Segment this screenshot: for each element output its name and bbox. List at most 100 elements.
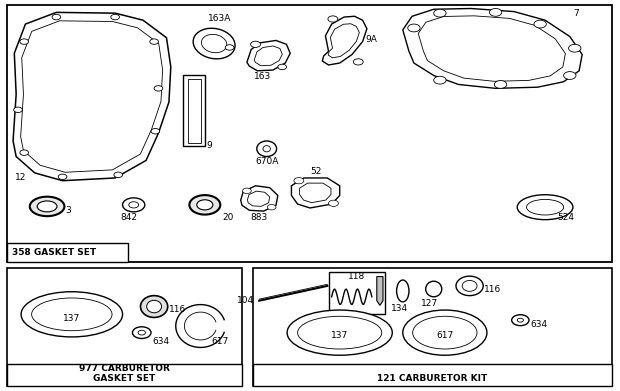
Polygon shape <box>183 75 205 145</box>
Ellipse shape <box>133 327 151 339</box>
Ellipse shape <box>534 20 546 28</box>
Text: 9A: 9A <box>366 35 378 44</box>
Bar <box>7 267 242 386</box>
Text: eReplacementParts.com: eReplacementParts.com <box>255 191 365 200</box>
Ellipse shape <box>426 281 442 297</box>
Ellipse shape <box>52 14 61 20</box>
Ellipse shape <box>403 310 487 355</box>
Ellipse shape <box>278 64 286 70</box>
Polygon shape <box>291 178 340 208</box>
Text: 163: 163 <box>254 72 272 81</box>
Ellipse shape <box>32 298 112 331</box>
Ellipse shape <box>141 296 168 317</box>
Polygon shape <box>254 46 282 66</box>
Text: 137: 137 <box>63 314 81 323</box>
Text: 883: 883 <box>250 213 268 222</box>
Polygon shape <box>20 21 162 172</box>
Ellipse shape <box>512 315 529 326</box>
Ellipse shape <box>517 318 523 322</box>
Text: 7: 7 <box>574 9 579 18</box>
Ellipse shape <box>20 39 29 44</box>
Text: 52: 52 <box>311 167 322 176</box>
Ellipse shape <box>328 16 338 22</box>
Polygon shape <box>187 79 200 142</box>
Text: 116: 116 <box>169 305 186 314</box>
Text: 118: 118 <box>348 272 366 281</box>
Bar <box>7 364 242 386</box>
Text: 163A: 163A <box>208 14 231 23</box>
Ellipse shape <box>494 81 507 88</box>
Ellipse shape <box>111 14 120 20</box>
Polygon shape <box>418 16 565 81</box>
Bar <box>7 243 128 262</box>
Ellipse shape <box>202 34 227 53</box>
Ellipse shape <box>242 188 251 194</box>
Text: 358 GASKET SET: 358 GASKET SET <box>12 248 96 257</box>
Ellipse shape <box>517 195 573 220</box>
Text: 634: 634 <box>153 337 170 346</box>
Text: 617: 617 <box>211 337 228 346</box>
Polygon shape <box>247 40 290 71</box>
Polygon shape <box>403 9 582 88</box>
Bar <box>7 5 612 262</box>
Ellipse shape <box>14 107 22 113</box>
Ellipse shape <box>257 141 277 156</box>
Text: 842: 842 <box>121 213 138 222</box>
Ellipse shape <box>263 145 270 152</box>
Polygon shape <box>322 16 367 65</box>
Ellipse shape <box>526 199 564 215</box>
Text: 9: 9 <box>206 141 213 150</box>
Ellipse shape <box>489 9 502 16</box>
Ellipse shape <box>294 178 304 184</box>
Polygon shape <box>247 191 270 206</box>
Ellipse shape <box>197 200 213 210</box>
Ellipse shape <box>123 198 145 212</box>
Ellipse shape <box>267 204 276 210</box>
Ellipse shape <box>193 28 235 59</box>
Ellipse shape <box>21 292 123 337</box>
Ellipse shape <box>37 201 57 212</box>
Ellipse shape <box>30 197 64 216</box>
Ellipse shape <box>154 86 163 91</box>
Text: 127: 127 <box>422 299 438 308</box>
Ellipse shape <box>413 316 477 349</box>
Ellipse shape <box>58 174 67 179</box>
Text: 116: 116 <box>484 285 502 294</box>
Text: 20: 20 <box>222 213 234 222</box>
Polygon shape <box>377 276 383 305</box>
Ellipse shape <box>456 276 483 296</box>
Ellipse shape <box>287 310 392 355</box>
Ellipse shape <box>434 9 446 17</box>
Polygon shape <box>328 24 360 58</box>
Ellipse shape <box>397 280 409 302</box>
Ellipse shape <box>151 129 160 134</box>
Text: 3: 3 <box>66 206 71 215</box>
Ellipse shape <box>408 24 420 32</box>
Polygon shape <box>13 13 171 181</box>
Ellipse shape <box>329 200 339 206</box>
Ellipse shape <box>434 76 446 84</box>
Text: 524: 524 <box>558 213 575 222</box>
Polygon shape <box>299 183 331 203</box>
Text: 134: 134 <box>391 304 407 313</box>
Ellipse shape <box>147 300 162 313</box>
Ellipse shape <box>129 202 139 208</box>
Text: 617: 617 <box>436 331 453 340</box>
Ellipse shape <box>189 195 220 215</box>
Polygon shape <box>241 186 278 211</box>
Ellipse shape <box>114 172 123 178</box>
Ellipse shape <box>138 330 146 335</box>
Ellipse shape <box>564 72 576 79</box>
Text: 977 CARBURETOR
GASKET SET: 977 CARBURETOR GASKET SET <box>79 364 170 383</box>
Text: 12: 12 <box>15 173 26 182</box>
Ellipse shape <box>225 45 234 50</box>
Text: 670A: 670A <box>255 157 279 166</box>
Ellipse shape <box>298 316 382 349</box>
Text: 121 CARBURETOR KIT: 121 CARBURETOR KIT <box>378 374 487 383</box>
Ellipse shape <box>353 59 363 65</box>
Ellipse shape <box>569 44 581 52</box>
Ellipse shape <box>250 41 260 47</box>
Ellipse shape <box>462 280 477 291</box>
Text: 137: 137 <box>331 331 348 340</box>
Ellipse shape <box>20 150 29 155</box>
